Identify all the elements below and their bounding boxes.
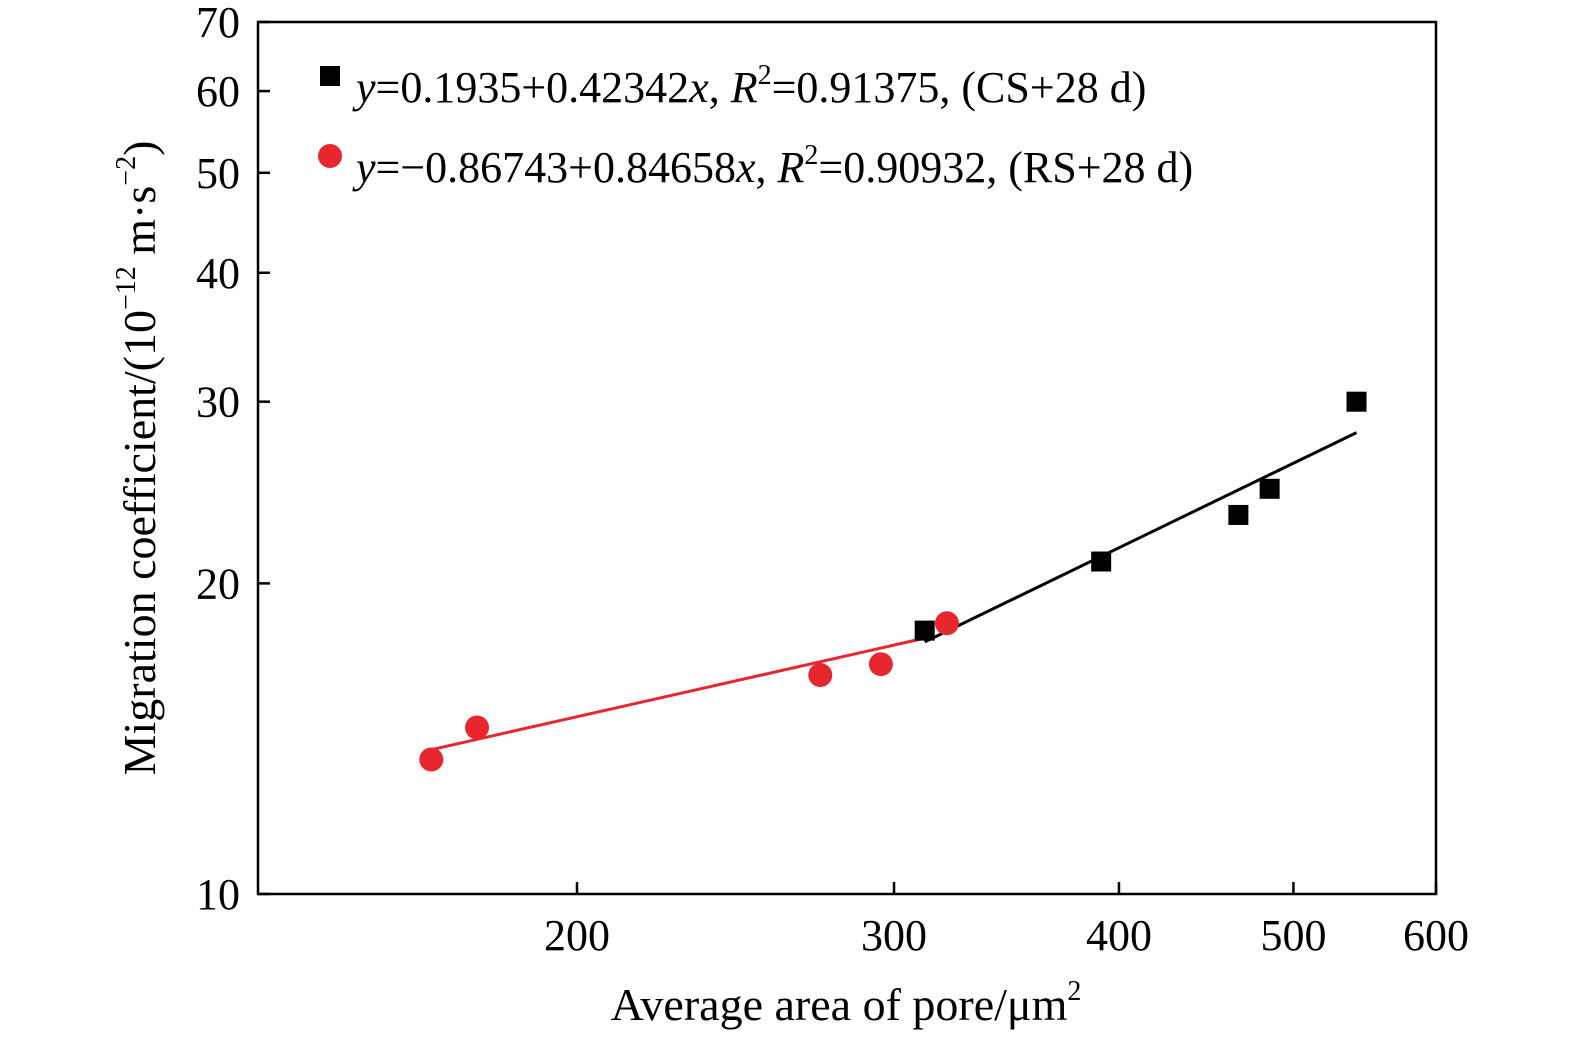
data-point-square	[914, 620, 935, 641]
x-tick-label: 400	[1086, 911, 1152, 960]
fit-line-series-1	[924, 431, 1358, 644]
y-tick-label: 10	[196, 870, 240, 919]
y-tick-label: 50	[196, 149, 240, 198]
fit-line-series-2	[430, 636, 926, 752]
x-tick-label: 300	[861, 911, 927, 960]
y-tick-label: 20	[196, 559, 240, 608]
data-point-circle	[419, 747, 444, 772]
y-tick-label: 60	[196, 67, 240, 116]
data-point-circle	[808, 663, 833, 688]
y-tick-label: 40	[196, 249, 240, 298]
legend-marker-circle	[318, 144, 342, 168]
x-tick-label: 600	[1403, 911, 1469, 960]
y-tick-label: 30	[196, 378, 240, 427]
legend-marker-square	[320, 66, 340, 86]
fit-lines	[430, 431, 1358, 752]
legend: y=0.1935+0.42342x, R2=0.91375, (CS+28 d)…	[318, 60, 1193, 192]
legend-label-series-1: y=0.1935+0.42342x, R2=0.91375, (CS+28 d)	[352, 60, 1146, 112]
data-point-square	[1259, 478, 1280, 499]
data-point-square	[1228, 504, 1249, 525]
data-points	[419, 391, 1367, 772]
x-tick-label: 200	[544, 911, 610, 960]
y-axis-label: Migration coefficient/(10−12 m·s−2)	[111, 141, 165, 776]
data-point-circle	[868, 652, 893, 677]
legend-label-series-2: y=−0.86743+0.84658x, R2=0.90932, (RS+28 …	[352, 140, 1193, 192]
data-point-circle	[465, 715, 490, 740]
axis-ticks: 200 300 400 500 600 10 20 30 40 50 60 70	[196, 0, 1469, 960]
data-point-square	[1091, 551, 1112, 572]
y-tick-label: 70	[196, 0, 240, 47]
data-point-square	[1346, 391, 1367, 412]
x-axis-label: Average area of pore/μm2	[611, 976, 1082, 1030]
plot-frame	[256, 20, 1438, 896]
x-tick-label: 500	[1260, 911, 1326, 960]
data-point-circle	[934, 611, 959, 636]
